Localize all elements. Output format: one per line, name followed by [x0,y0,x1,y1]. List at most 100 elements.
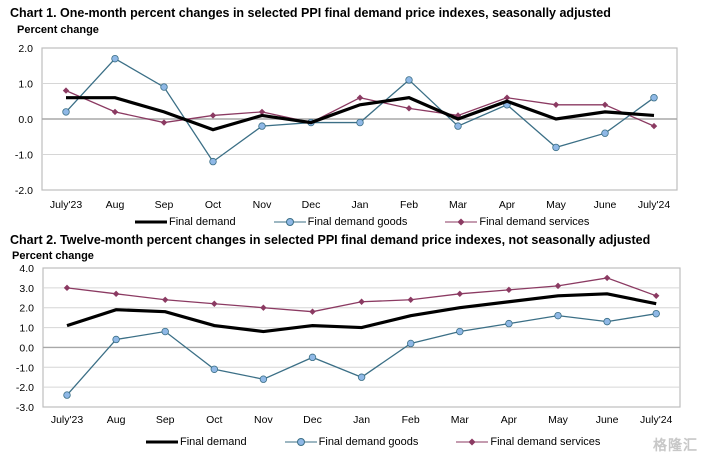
y-tick-label: 3.0 [19,283,34,295]
y-tick-label: -3.0 [16,402,34,414]
data-point-final-demand-services [112,290,120,298]
legend-label: Final demand goods [318,436,419,448]
data-point-final-demand-services [162,296,169,303]
y-tick-label: 2.0 [19,303,34,315]
x-tick-label: Nov [253,199,272,211]
x-tick-label: Nov [254,414,273,426]
x-tick-label: Sep [155,199,174,211]
data-point-final-demand-goods [601,129,609,137]
data-point-final-demand-goods [62,108,70,116]
x-tick-label: Mar [451,414,470,426]
x-tick-label: Aug [107,414,126,426]
y-tick-label: 0.0 [19,342,34,354]
x-tick-label: Dec [302,199,321,211]
legend-label: Final demand goods [307,216,408,228]
y-tick-label: 0.0 [18,114,33,126]
y-tick-label: -1.0 [15,150,33,162]
y-tick-label: 1.0 [18,79,33,91]
data-point-final-demand-services [209,112,217,119]
data-point-final-demand-services [258,108,266,116]
data-point-final-demand-goods [160,83,168,91]
data-point-final-demand-goods [210,365,218,373]
x-tick-label: Oct [205,199,221,211]
y-tick-label: 1.0 [19,323,34,335]
chart1-plot: 2.0 1.0 0.0 -1.0 -2.0 July'23 Aug Sep Oct Nov Dec J… [15,43,678,211]
x-tick-label: Oct [206,414,222,426]
data-point-final-demand-services [211,300,218,307]
chart1-legend-item-services: Final demand services [445,216,589,228]
data-point-final-demand-goods [258,122,266,130]
y-tick-label: 4.0 [19,263,34,275]
data-point-final-demand-goods [308,353,317,362]
data-point-final-demand-goods [650,93,658,102]
circle-marker-icon [296,438,305,446]
data-point-final-demand-goods [161,327,169,336]
data-point-final-demand-goods [111,54,119,63]
x-tick-label: June [594,199,617,211]
data-point-final-demand-services [160,119,168,126]
series-line-final-demand [66,292,657,334]
x-tick-label: Apr [501,414,518,426]
data-point-final-demand-goods [505,319,513,328]
watermark-logo: 格隆汇 [653,437,698,453]
x-tick-label: Feb [402,414,420,426]
data-point-final-demand-services [454,112,462,119]
x-tick-label: Dec [303,414,322,426]
data-point-final-demand-goods [552,143,560,152]
chart1-legend-item-final-demand: Final demand [135,216,236,228]
data-point-final-demand-goods [357,373,366,381]
data-point-final-demand-goods [356,118,364,127]
chart1-legend-item-goods: Final demand goods [273,216,408,228]
x-tick-label: May [548,414,569,426]
chart1-y-axis-label: Percent change [17,24,99,36]
data-point-final-demand-services [503,94,511,101]
chart2-legend-item-services: Final demand services [456,436,600,448]
data-point-final-demand-services [456,290,463,298]
data-point-final-demand-services [358,298,365,305]
data-point-final-demand-services [552,101,560,108]
data-point-final-demand-goods [454,122,462,130]
data-point-final-demand-services [405,105,413,112]
data-point-final-demand-services [603,274,611,282]
x-tick-label: July'23 [51,414,84,426]
chart1-title: Chart 1. One-month percent changes in se… [10,6,611,20]
y-tick-label: 2.0 [18,43,33,55]
data-point-final-demand-services [653,292,660,299]
x-tick-label: Mar [449,199,468,211]
chart2-y-axis-label: Percent change [12,250,94,262]
x-tick-label: Sep [156,414,175,426]
data-point-final-demand-services [650,122,658,130]
plot-area [42,267,681,408]
data-point-final-demand-goods [63,391,71,399]
x-tick-label: July'24 [640,414,673,426]
data-point-final-demand-goods [603,317,611,326]
chart2-legend: Final demand Final demand goods Final de… [146,436,638,448]
x-tick-label: Feb [400,199,418,211]
data-point-final-demand-goods [259,375,268,383]
x-tick-label: Jan [353,414,370,426]
y-tick-label: -2.0 [16,382,34,394]
data-point-final-demand-services [601,101,609,108]
data-point-final-demand-goods [407,339,415,348]
y-tick-label: -1.0 [16,362,34,374]
legend-label: Final demand [169,216,236,228]
legend-label: Final demand services [479,216,590,228]
data-point-final-demand-goods [456,327,464,336]
data-point-final-demand-goods [209,157,217,166]
circle-marker-icon [285,218,294,226]
series-line-final-demand [66,96,655,132]
y-tick-label: -2.0 [15,185,33,197]
diamond-marker-icon [468,438,476,446]
data-point-final-demand-services [62,87,70,94]
data-point-final-demand-services [356,94,364,101]
legend-label: Final demand services [490,436,601,448]
data-point-final-demand-goods [554,311,562,320]
data-point-final-demand-goods [652,309,660,318]
data-point-final-demand-services [309,308,316,315]
legend-label: Final demand [180,436,247,448]
chart1-legend: Final demand Final demand goods Final de… [135,216,627,228]
chart2-title: Chart 2. Twelve-month percent changes in… [10,233,651,247]
data-point-final-demand-services [554,282,562,290]
data-point-final-demand-services [63,284,71,292]
x-tick-label: May [546,199,567,211]
